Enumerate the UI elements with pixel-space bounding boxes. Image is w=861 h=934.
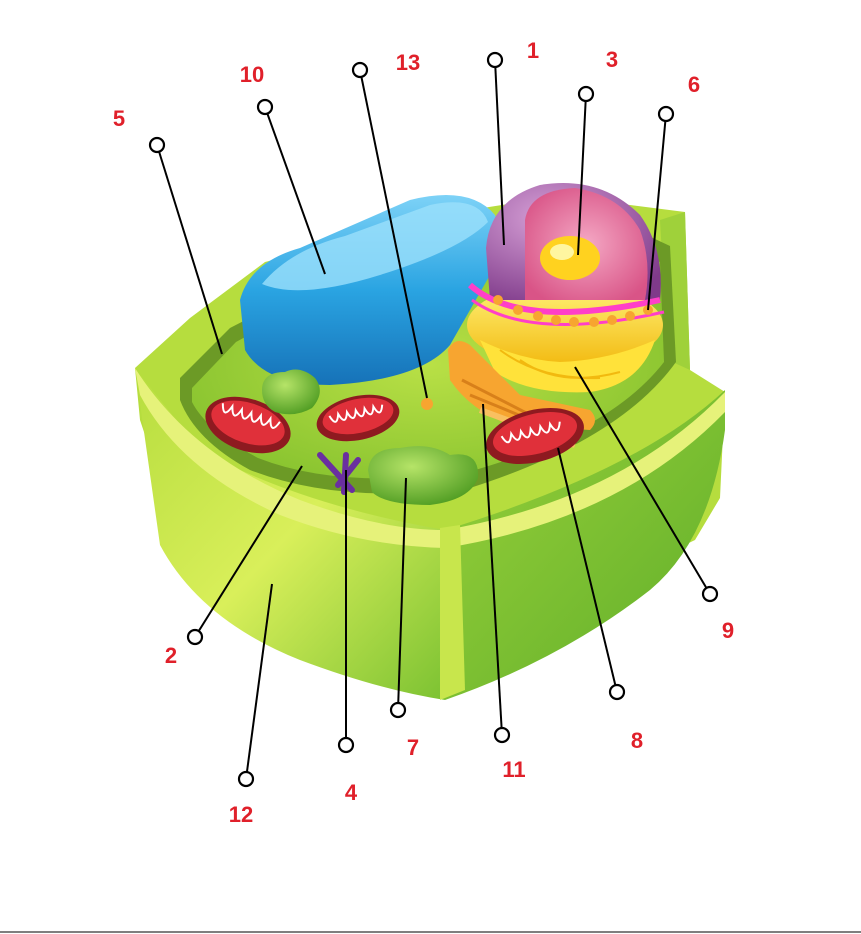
label-8: 8: [631, 728, 643, 753]
ring-9: [701, 585, 719, 603]
label-9: 9: [722, 618, 734, 643]
label-1: 1: [527, 38, 539, 63]
label-13: 13: [396, 50, 420, 75]
label-10: 10: [240, 62, 264, 87]
ribosomes: [493, 295, 653, 327]
ribosome-dot: [421, 398, 433, 410]
leader-10: [264, 106, 326, 275]
endoplasmic-reticulum: [480, 340, 655, 393]
mitochondrion-middle: [316, 394, 400, 442]
label-5: 5: [113, 106, 125, 131]
leader-9: [574, 366, 711, 595]
leader-6: [647, 113, 667, 311]
chloroplast-large: [368, 446, 479, 505]
ring-12: [237, 770, 255, 788]
ring-5: [148, 136, 166, 154]
chloroplasts: [262, 369, 479, 505]
ring-1: [486, 51, 504, 69]
label-11: 11: [502, 757, 525, 782]
ring-4: [337, 736, 355, 754]
ring-2: [186, 628, 204, 646]
ring-3: [577, 85, 595, 103]
leader-3: [577, 93, 587, 256]
label-7: 7: [407, 735, 419, 760]
leader-lines: [156, 59, 711, 780]
leader-11: [482, 403, 503, 736]
label-12: 12: [229, 802, 253, 827]
label-6: 6: [688, 72, 700, 97]
callout-labels: 1 2 3 4 5 6 7 8 9 10 11 12 13: [113, 38, 734, 827]
leader-1: [494, 59, 505, 246]
leader-13: [359, 69, 428, 399]
leader-12: [245, 583, 273, 780]
nucleus: [467, 183, 665, 367]
leader-2: [194, 465, 303, 638]
ring-8: [608, 683, 626, 701]
vacuole: [240, 195, 502, 385]
ring-11: [493, 726, 511, 744]
leader-5: [156, 144, 223, 355]
ring-13: [351, 61, 369, 79]
ring-6: [657, 105, 675, 123]
ring-7: [389, 701, 407, 719]
ring-10: [256, 98, 274, 116]
mitochondrion-left: [205, 396, 291, 454]
leader-7: [397, 477, 407, 711]
label-3: 3: [606, 47, 618, 72]
leader-8: [557, 447, 618, 693]
leader-rings: [148, 51, 719, 788]
nucleolus: [540, 236, 600, 280]
nuclear-envelope: [467, 282, 661, 315]
chloroplast-small: [262, 369, 320, 415]
label-2: 2: [165, 643, 177, 668]
label-4: 4: [345, 780, 358, 805]
